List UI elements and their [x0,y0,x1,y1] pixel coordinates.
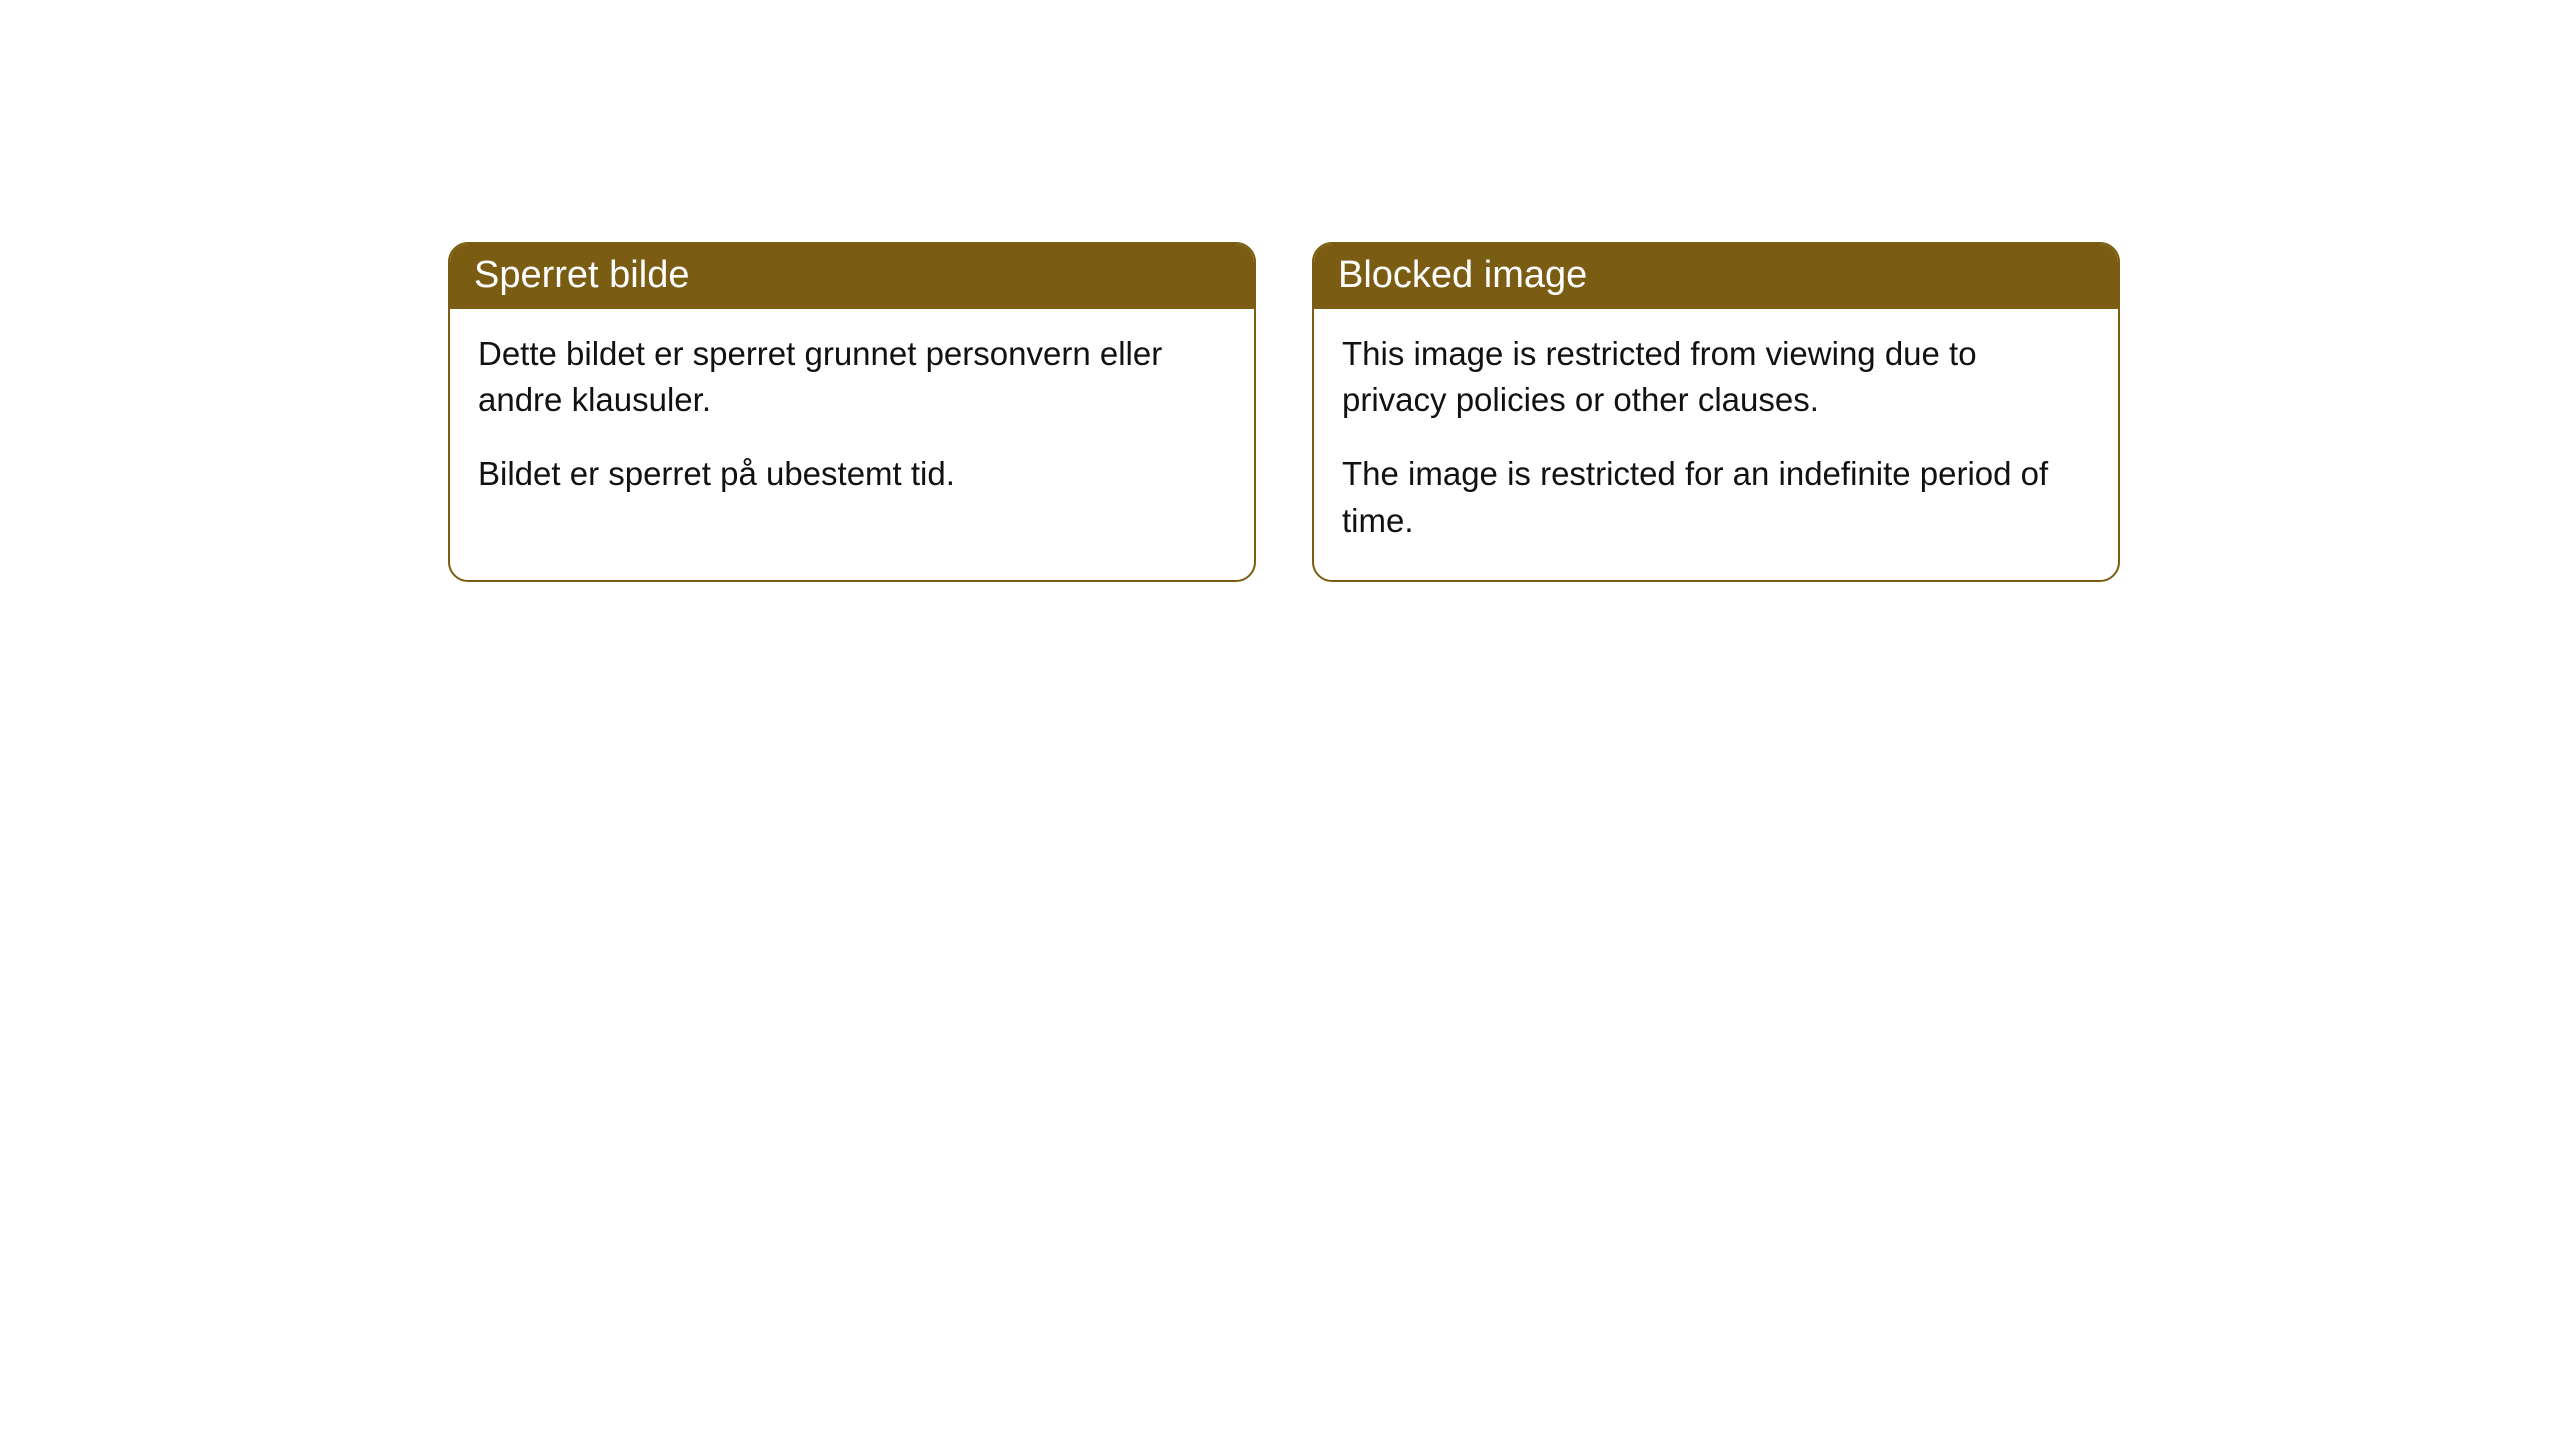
notice-card-english: Blocked image This image is restricted f… [1312,242,2120,582]
card-body-norwegian: Dette bildet er sperret grunnet personve… [450,309,1254,534]
card-paragraph: Bildet er sperret på ubestemt tid. [478,451,1226,497]
card-header-english: Blocked image [1314,244,2118,309]
card-header-norwegian: Sperret bilde [450,244,1254,309]
card-paragraph: Dette bildet er sperret grunnet personve… [478,331,1226,423]
card-paragraph: This image is restricted from viewing du… [1342,331,2090,423]
card-paragraph: The image is restricted for an indefinit… [1342,451,2090,543]
notice-card-norwegian: Sperret bilde Dette bildet er sperret gr… [448,242,1256,582]
notice-cards-container: Sperret bilde Dette bildet er sperret gr… [448,242,2120,582]
card-body-english: This image is restricted from viewing du… [1314,309,2118,580]
card-title: Sperret bilde [474,254,689,296]
card-title: Blocked image [1338,254,1587,296]
